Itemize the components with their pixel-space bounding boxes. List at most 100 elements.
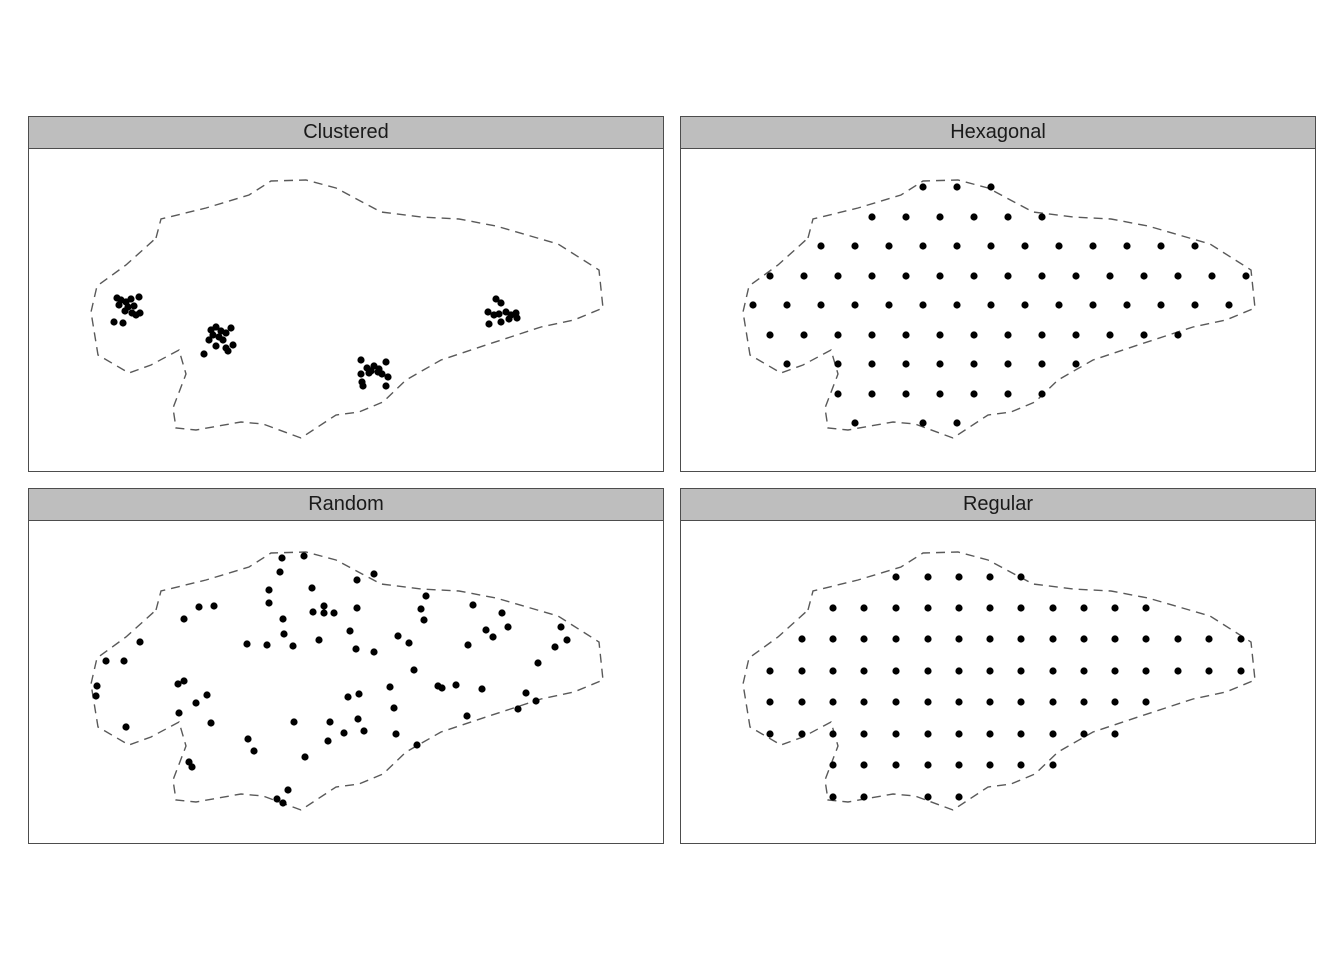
data-point: [885, 242, 893, 250]
data-point: [209, 331, 217, 339]
data-point: [497, 318, 505, 326]
data-point: [200, 350, 208, 358]
data-point: [1205, 667, 1213, 675]
facet-strip-label: Regular: [680, 488, 1316, 521]
data-point: [970, 331, 978, 339]
data-point: [382, 382, 390, 390]
data-point: [1142, 667, 1150, 675]
data-point: [955, 793, 963, 801]
data-point: [1111, 730, 1119, 738]
data-point: [924, 730, 932, 738]
data-point: [273, 795, 281, 803]
data-point: [279, 615, 287, 623]
data-point: [478, 685, 486, 693]
data-point: [1140, 331, 1148, 339]
data-point: [1111, 604, 1119, 612]
data-point: [860, 730, 868, 738]
data-point: [834, 272, 842, 280]
data-point: [410, 666, 418, 674]
data-point: [953, 419, 961, 427]
data-point: [860, 761, 868, 769]
data-point: [301, 753, 309, 761]
data-point: [192, 699, 200, 707]
data-point: [136, 638, 144, 646]
data-point: [532, 697, 540, 705]
data-point: [326, 718, 334, 726]
data-point: [174, 680, 182, 688]
data-point: [1049, 730, 1057, 738]
data-point: [365, 369, 373, 377]
data-point: [514, 705, 522, 713]
data-point: [868, 272, 876, 280]
data-point: [122, 723, 130, 731]
facet-strip-label: Random: [28, 488, 664, 521]
data-point: [936, 331, 944, 339]
data-point: [1208, 272, 1216, 280]
data-point: [284, 786, 292, 794]
data-point: [359, 382, 367, 390]
data-point: [1191, 301, 1199, 309]
data-point: [127, 295, 135, 303]
data-point: [1049, 635, 1057, 643]
data-point: [130, 302, 138, 310]
data-point: [1123, 301, 1131, 309]
region-boundary: [90, 551, 604, 811]
data-point: [1174, 667, 1182, 675]
data-point: [492, 295, 500, 303]
data-point: [987, 242, 995, 250]
data-point: [1089, 242, 1097, 250]
data-point: [551, 643, 559, 651]
data-point: [1140, 272, 1148, 280]
data-point: [394, 632, 402, 640]
data-point: [800, 331, 808, 339]
data-point: [783, 360, 791, 368]
data-point: [330, 609, 338, 617]
data-point: [227, 324, 235, 332]
scatter-plot: [90, 179, 604, 439]
data-point: [834, 331, 842, 339]
data-point: [1080, 730, 1088, 738]
data-point: [1055, 301, 1063, 309]
data-point: [563, 636, 571, 644]
data-point: [420, 616, 428, 624]
data-point: [955, 573, 963, 581]
data-point: [1142, 635, 1150, 643]
data-point: [829, 604, 837, 612]
data-point: [219, 336, 227, 344]
data-point: [489, 633, 497, 641]
data-point: [212, 323, 220, 331]
data-point: [936, 213, 944, 221]
plot-area: [28, 149, 664, 472]
data-point: [1004, 331, 1012, 339]
plot-area: [680, 521, 1316, 844]
data-point: [817, 242, 825, 250]
data-point: [513, 314, 521, 322]
data-point: [892, 604, 900, 612]
data-point: [955, 698, 963, 706]
data-point: [244, 735, 252, 743]
data-point: [438, 684, 446, 692]
data-point: [250, 747, 258, 755]
data-point: [955, 730, 963, 738]
data-point: [834, 360, 842, 368]
data-point: [953, 183, 961, 191]
data-point: [955, 635, 963, 643]
data-point: [1017, 730, 1025, 738]
data-point: [868, 390, 876, 398]
data-point: [1038, 213, 1046, 221]
data-point: [829, 793, 837, 801]
data-point: [180, 677, 188, 685]
data-point: [1191, 242, 1199, 250]
data-point: [136, 309, 144, 317]
data-point: [829, 667, 837, 675]
data-point: [110, 318, 118, 326]
data-point: [1174, 331, 1182, 339]
data-point: [354, 715, 362, 723]
data-point: [1049, 604, 1057, 612]
data-point: [340, 729, 348, 737]
data-point: [986, 761, 994, 769]
data-point: [851, 419, 859, 427]
data-point: [936, 272, 944, 280]
facet-panel-regular: Regular: [680, 488, 1316, 844]
data-point: [102, 657, 110, 665]
